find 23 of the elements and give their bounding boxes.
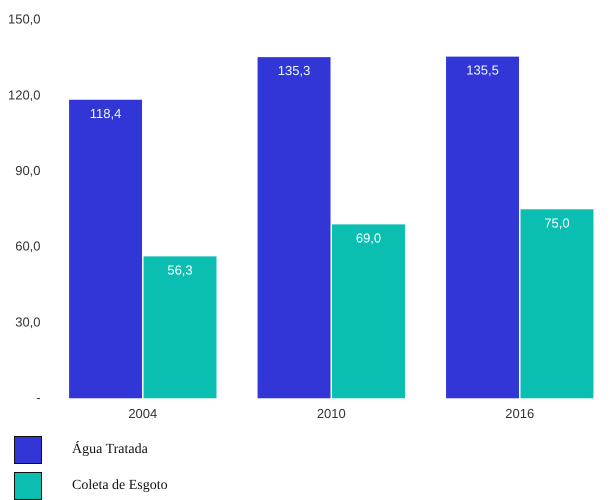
y-tick-label: 30,0 — [15, 314, 41, 330]
y-tick-label: - — [36, 390, 41, 405]
y-tick-label: 90,0 — [15, 162, 41, 178]
data-label: 69,0 — [356, 230, 382, 246]
y-tick-label: 120,0 — [8, 87, 41, 102]
data-label: 118,4 — [90, 106, 122, 121]
bar — [446, 56, 520, 398]
bar — [332, 224, 405, 398]
bar — [69, 100, 142, 398]
y-tick-label: 60,0 — [15, 238, 41, 254]
legend-label: Coleta de Esgoto — [72, 478, 168, 494]
y-tick-label: 150,0 — [8, 12, 41, 27]
data-label: 56,3 — [167, 262, 193, 278]
bar — [520, 209, 594, 398]
data-label: 135,5 — [466, 62, 499, 78]
legend-label: Água Tratada — [72, 442, 148, 458]
x-tick-label: 2016 — [505, 406, 534, 421]
bar — [144, 256, 216, 398]
data-label: 75,0 — [544, 215, 570, 230]
bar — [258, 57, 331, 398]
data-label: 135,3 — [278, 63, 310, 78]
x-tick-label: 2010 — [316, 406, 346, 421]
x-tick-label: 2004 — [128, 406, 158, 421]
